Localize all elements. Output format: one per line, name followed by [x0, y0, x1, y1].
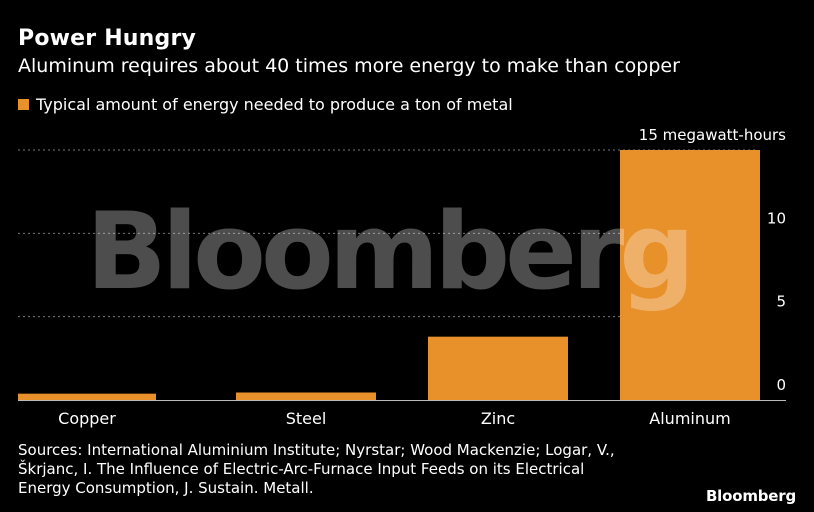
source-line: Energy Consumption, J. Sustain. Metall. — [18, 479, 314, 497]
source-line: Škrjanc, I. The Influence of Electric-Ar… — [18, 460, 585, 478]
y-tick-label: 5 — [776, 293, 786, 311]
bar-copper — [18, 393, 156, 400]
y-tick-label: 10 — [767, 209, 786, 227]
bloomberg-logo: Bloomberg — [705, 487, 796, 505]
legend: Typical amount of energy needed to produ… — [18, 95, 513, 114]
chart-subtitle: Aluminum requires about 40 times more en… — [18, 55, 680, 77]
x-tick-label: Copper — [58, 409, 116, 428]
x-tick-label: Zinc — [481, 409, 515, 428]
x-tick-label: Steel — [286, 409, 327, 428]
x-tick-label: Aluminum — [649, 409, 730, 428]
bar-steel — [236, 392, 376, 400]
bar-aluminum — [620, 150, 760, 400]
source-line: Sources: International Aluminium Institu… — [18, 441, 615, 459]
legend-label: Typical amount of energy needed to produ… — [36, 95, 513, 114]
chart-title: Power Hungry — [18, 26, 197, 51]
bar-zinc — [428, 336, 568, 400]
source-note: Sources: International Aluminium Institu… — [18, 441, 658, 498]
y-tick-label: 0 — [776, 376, 786, 394]
y-tick-label: 15 megawatt-hours — [639, 126, 786, 144]
legend-swatch — [18, 99, 29, 110]
